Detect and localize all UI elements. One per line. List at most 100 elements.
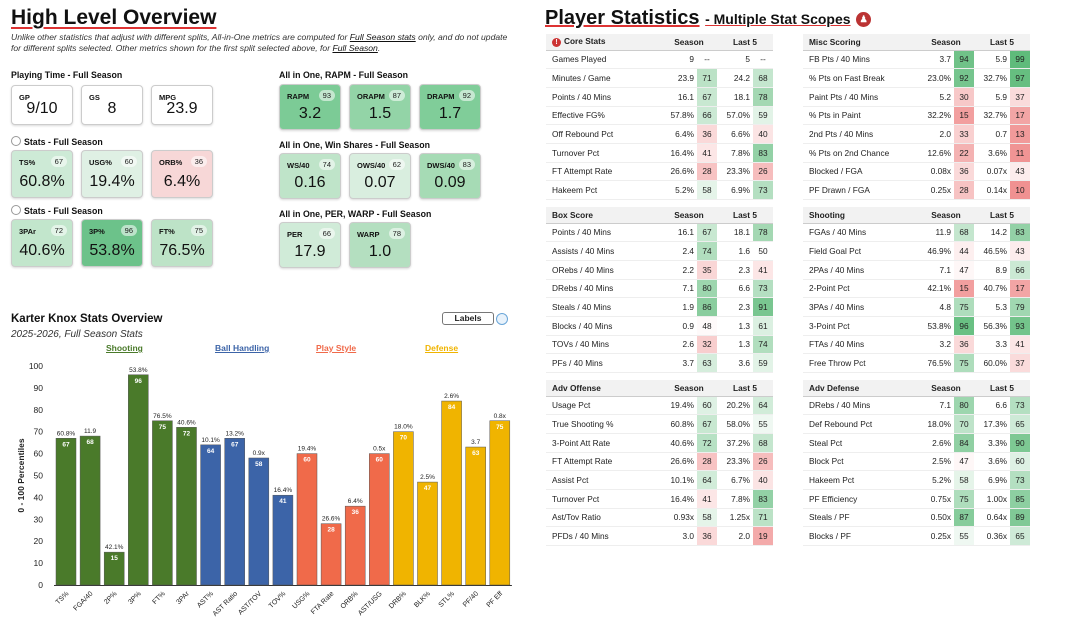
last5-value: 1.00x [974,489,1010,509]
x-tick-label: AST/USG [357,590,384,617]
stat-name: Assist Pct [546,470,661,490]
group-label-play-style: Play Style [316,343,357,353]
stat-name: Block Pct [803,452,918,472]
last5-percentile: 91 [753,297,773,317]
stat-name: Blocked / FGA [803,162,918,182]
season-value: 5.2 [918,87,954,107]
bar-stat-label: 18.0% [394,424,413,431]
box-percentile: 36 [190,156,207,167]
season-value: 0.9 [661,316,697,336]
bar-3par [176,427,197,586]
table-row: Off Rebound Pct 6.4% 36 6.6% 40 [546,124,773,144]
full-season-link-2[interactable]: Full Season [332,43,378,53]
box-percentile: 83 [458,159,475,170]
labels-button[interactable]: Labels [442,312,494,325]
col-last5[interactable]: Last 5 [717,207,773,224]
season-percentile: 66 [697,106,717,126]
season-value: 19.4% [661,396,697,416]
last5-value: 5 [717,50,753,70]
col-last5[interactable]: Last 5 [717,380,773,397]
col-season[interactable]: Season [661,207,717,224]
season-value: 0.25x [918,526,954,546]
col-season[interactable]: Season [918,207,974,224]
box-label: GS [89,93,100,102]
season-percentile: 68 [954,223,974,243]
box-value: 1.5 [368,105,392,122]
stat-name: Minutes / Game [546,68,661,88]
col-last5[interactable]: Last 5 [974,34,1030,51]
col-season[interactable]: Season [661,380,717,397]
table-row: Hakeem Pct 5.2% 58 6.9% 73 [803,470,1030,490]
box-label: WS/40 [287,161,310,170]
stats-title-1[interactable]: Stats - Full Season [11,136,103,147]
season-value: 57.8% [661,106,697,126]
season-percentile: 41 [697,489,717,509]
season-percentile: 36 [954,162,974,182]
bar-pf-40 [465,446,486,586]
labels-toggle[interactable] [496,313,508,325]
last5-percentile: 65 [1010,526,1030,546]
last5-percentile: 10 [1010,180,1030,200]
x-tick-label: FGA/40 [73,590,95,612]
last5-percentile: 50 [753,241,773,261]
table-box-score: Box Score Season Last 5 Points / 40 Mins 16.… [546,207,773,373]
table-row: Assists / 40 Mins 2.4 74 1.6 50 [546,241,773,261]
col-season[interactable]: Season [918,380,974,397]
season-value: 26.6% [661,162,697,182]
season-value: 0.50x [918,508,954,528]
last5-percentile: 79 [1010,297,1030,317]
col-last5[interactable]: Last 5 [974,380,1030,397]
table-row: % Pts on Fast Break 23.0% 92 32.7% 97 [803,68,1030,88]
bar-stat-label: 0.8x [494,413,507,420]
last5-value: 14.2 [974,223,1010,243]
table-row: PF Efficiency 0.75x 75 1.00x 85 [803,489,1030,509]
stat-name: FGAs / 40 Mins [803,223,918,243]
bar-percentile-label: 70 [400,435,408,442]
last5-percentile: 90 [1010,433,1030,453]
last5-value: 56.3% [974,316,1010,336]
ws-title: All in One, Win Shares - Full Season [279,140,430,150]
season-value: 2.4 [661,241,697,261]
season-value: 2.6% [918,433,954,453]
stat-name: Steal Pct [803,433,918,453]
bar-stat-label: 60.8% [57,430,76,437]
season-value: 23.0% [918,68,954,88]
full-season-link[interactable]: Full Season stats [349,32,416,42]
last5-value: 60.0% [974,353,1010,373]
stat-name: PFDs / 40 Mins [546,526,661,546]
last5-percentile: 26 [753,452,773,472]
bar-stat-label: 10.1% [201,437,220,444]
season-value: 11.9 [918,223,954,243]
bar-stat-label: 16.4% [274,487,293,494]
box-percentile: 93 [318,90,335,101]
col-last5[interactable]: Last 5 [717,34,773,51]
last5-percentile: 78 [753,223,773,243]
bar-stat-label: 76.5% [153,413,172,420]
stats-title-2[interactable]: Stats - Full Season [11,205,103,216]
bar-percentile-label: 72 [183,430,191,437]
last5-value: 1.3 [717,316,753,336]
user-icon[interactable]: ♟ [856,12,872,27]
season-value: 42.1% [918,279,954,299]
table-row: 2PAs / 40 Mins 7.1 47 8.9 66 [803,260,1030,280]
season-value: 2.2 [661,260,697,280]
season-value: 9 [661,50,697,70]
col-season[interactable]: Season [661,34,717,51]
rapm-box-orapm: ORAPM 87 1.5 [349,84,411,130]
stat-name: Field Goal Pct [803,241,918,261]
x-tick-label: FT% [151,590,166,605]
bar-percentile-label: 96 [135,378,143,385]
last5-percentile: 71 [753,508,773,528]
last5-percentile: 59 [753,353,773,373]
season-percentile: 94 [954,50,974,70]
stats1-box-ts: TS% 67 60.8% [11,150,73,198]
col-season[interactable]: Season [918,34,974,51]
col-last5[interactable]: Last 5 [974,207,1030,224]
bar-orb- [344,505,366,586]
box-label: TS% [19,158,36,167]
stat-name: 2-Point Pct [803,279,918,299]
last5-value: 17.3% [974,414,1010,434]
season-value: 23.9 [661,68,697,88]
last5-percentile: 73 [1010,470,1030,490]
table-row: Blocks / PF 0.25x 55 0.36x 65 [803,526,1030,546]
